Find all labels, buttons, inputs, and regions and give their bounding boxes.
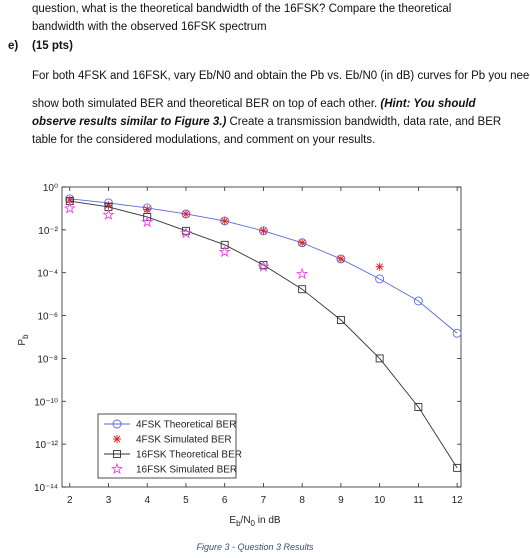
- marker: [298, 285, 307, 294]
- x-tick-label: 3: [106, 495, 112, 506]
- label-part: b: [21, 334, 30, 339]
- label-part: b: [236, 519, 241, 528]
- y-tick-label: 10⁻¹⁰: [34, 397, 58, 408]
- x-tick-label: 10: [374, 495, 386, 506]
- marker: [63, 202, 76, 214]
- x-tick-label: 9: [338, 495, 344, 506]
- y-tick-label: 10⁻²: [38, 226, 58, 237]
- hint-text: (Hint: You should: [380, 98, 476, 110]
- x-tick-label: 12: [452, 495, 464, 506]
- legend-label: 16FSK Theoretical BER: [136, 450, 242, 461]
- marker: [179, 226, 193, 239]
- label-part: 0: [251, 519, 256, 528]
- x-tick-label: 7: [261, 495, 267, 506]
- x-tick-label: 8: [299, 495, 305, 506]
- label-part: P: [17, 339, 28, 346]
- label-part: in dB: [255, 515, 281, 526]
- instruction-text: show both simulated BER and theoretical …: [32, 98, 380, 110]
- legend-label: 16FSK Simulated BER: [136, 465, 237, 476]
- marker: [218, 245, 231, 258]
- legend-marker: [110, 462, 124, 475]
- instruction-line: For both 4FSK and 16FSK, vary Eb/N0 and …: [32, 70, 530, 82]
- part-points: (15 pts): [32, 40, 73, 52]
- label-part: /N: [241, 515, 251, 526]
- figure-caption: Figure 3 - Question 3 Results: [196, 542, 314, 552]
- marker: [220, 216, 229, 225]
- legend-label: 4FSK Simulated BER: [136, 435, 232, 446]
- x-tick-label: 11: [413, 495, 424, 506]
- marker: [257, 260, 270, 272]
- part-label: e): [8, 40, 18, 52]
- label-part: E: [229, 515, 236, 526]
- y-tick-label: 10⁻⁸: [37, 354, 58, 365]
- series-line: [69, 200, 458, 469]
- hint-text: observe results similar to Figure 3.): [32, 116, 226, 128]
- marker: [65, 195, 74, 204]
- x-tick-label: 5: [183, 495, 189, 506]
- y-tick-label: 10⁻¹⁴: [34, 483, 58, 494]
- marker: [143, 213, 152, 221]
- marker: [141, 215, 154, 228]
- y-tick-label: 10⁻⁶: [37, 312, 58, 323]
- marker: [336, 316, 345, 324]
- marker: [336, 254, 345, 263]
- instruction-text: Create a transmission bandwidth, data ra…: [226, 116, 501, 128]
- marker: [414, 403, 423, 411]
- instruction-line: observe results similar to Figure 3.) Cr…: [32, 116, 501, 128]
- legend-marker: [113, 450, 121, 458]
- marker: [452, 328, 462, 338]
- question-line: question, what is the theoretical bandwi…: [32, 3, 451, 15]
- marker: [298, 238, 307, 247]
- x-tick-label: 4: [144, 495, 150, 506]
- question-line: bandwidth with the observed 16FSK spectr…: [32, 21, 267, 33]
- y-tick-label: 10⁻⁴: [37, 269, 58, 280]
- x-axis-label: Eb/N0 in dB: [229, 515, 280, 528]
- marker: [296, 267, 309, 280]
- legend-label: 4FSK Theoretical BER: [136, 420, 236, 431]
- marker: [413, 296, 423, 306]
- instruction-line: table for the considered modulations, an…: [32, 134, 375, 146]
- y-axis-label: Pb: [17, 334, 30, 346]
- marker: [259, 226, 268, 235]
- y-tick-label: 10⁻¹²: [35, 440, 59, 451]
- marker: [220, 240, 229, 249]
- x-tick-label: 6: [222, 495, 228, 506]
- marker: [375, 262, 384, 271]
- marker: [143, 205, 152, 214]
- legend-marker: [113, 435, 121, 443]
- marker: [104, 201, 113, 210]
- marker: [375, 354, 384, 363]
- legend-marker: [112, 419, 122, 429]
- y-tick-label: 10⁰: [43, 183, 58, 194]
- x-tick-label: 2: [67, 495, 73, 506]
- marker: [102, 208, 115, 221]
- marker: [453, 463, 462, 472]
- marker: [375, 274, 385, 284]
- marker: [181, 209, 190, 218]
- instruction-line: show both simulated BER and theoretical …: [32, 98, 477, 110]
